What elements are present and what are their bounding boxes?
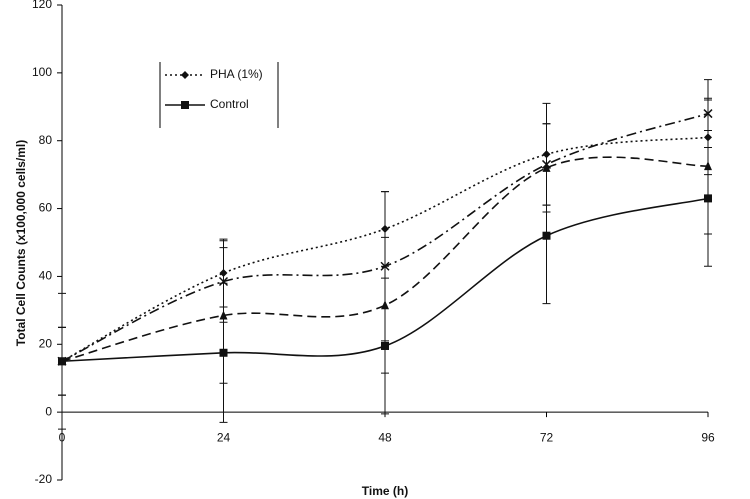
data-point [704, 161, 712, 171]
data-point [380, 261, 390, 271]
data-point [218, 276, 229, 287]
data-point [57, 356, 67, 366]
y-tick-label: 20 [39, 336, 53, 350]
data-point [541, 159, 552, 169]
y-tick-label: 120 [32, 0, 52, 11]
y-axis-label: Total Cell Counts (x100,000 cells/ml) [14, 140, 28, 347]
x-tick-label: 24 [217, 430, 231, 444]
legend-label: Control [210, 97, 249, 111]
legend-marker [181, 101, 189, 109]
x-tick-label: 96 [701, 430, 715, 444]
y-tick-label: 100 [32, 65, 52, 79]
y-tick-label: 0 [45, 404, 52, 418]
legend-marker [181, 71, 189, 79]
x-tick-label: 0 [59, 430, 66, 444]
x-tick-label: 48 [378, 430, 392, 444]
y-tick-label: 80 [39, 133, 53, 147]
legend-label: PHA (1%) [210, 67, 263, 81]
x-tick-label: 72 [540, 430, 554, 444]
data-point [703, 109, 713, 119]
x-axis-label: Time (h) [362, 484, 408, 498]
data-point [542, 231, 551, 240]
y-tick-label: 60 [39, 201, 53, 215]
y-tick-label: -20 [35, 472, 53, 486]
y-tick-label: 40 [39, 269, 53, 283]
